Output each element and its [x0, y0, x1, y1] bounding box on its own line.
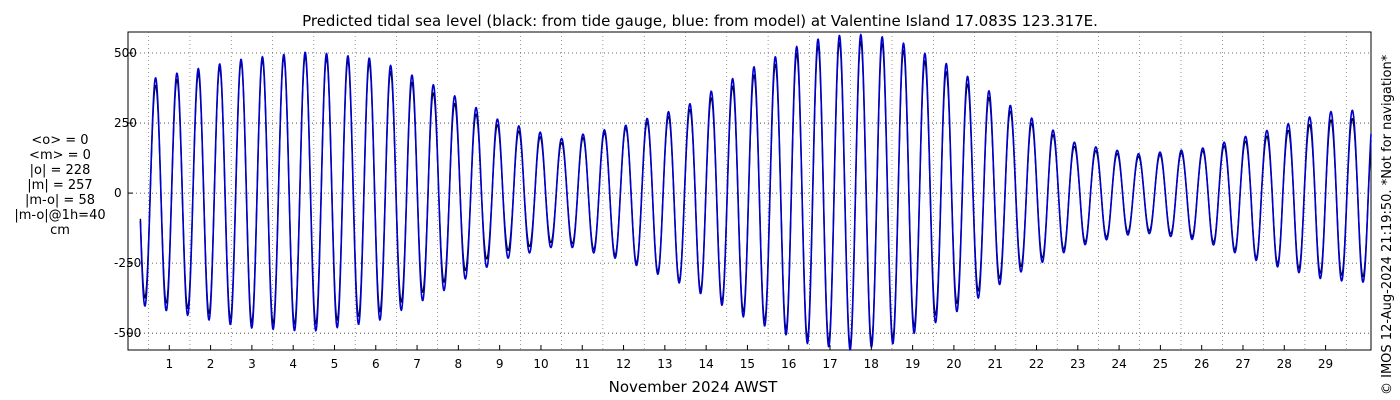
- series-line-model: [139, 33, 1372, 351]
- x-tick-label: 9: [496, 357, 504, 371]
- x-axis-label: November 2024 AWST: [609, 378, 779, 396]
- x-tick-label: 17: [822, 357, 837, 371]
- y-tick-label: 250: [114, 116, 137, 130]
- x-tick-label: 14: [698, 357, 713, 371]
- x-tick-label: 12: [616, 357, 631, 371]
- x-tick-label: 21: [988, 357, 1003, 371]
- stat-mean-model: <m> = 0: [29, 148, 91, 163]
- x-tick-label: 10: [533, 357, 548, 371]
- x-tick-label: 1: [165, 357, 173, 371]
- x-tick-label: 16: [781, 357, 796, 371]
- copyright-note: © IMOS 12-Aug-2024 21:19:50. *Not for na…: [1380, 54, 1395, 395]
- x-tick-label: 4: [289, 357, 297, 371]
- x-tick-label: 29: [1318, 357, 1333, 371]
- x-tick-label: 11: [575, 357, 590, 371]
- x-tick-label: 20: [946, 357, 961, 371]
- stat-abs-diff-1h: |m-o|@1h=40: [14, 208, 106, 223]
- x-tick-label: 3: [248, 357, 256, 371]
- series-layer: [139, 33, 1372, 351]
- stat-abs-diff: |m-o| = 58: [24, 193, 95, 208]
- y-tick-label: -250: [114, 256, 141, 270]
- statistics-panel: <o> = 0 <m> = 0 |o| = 228 |m| = 257 |m-o…: [2, 133, 118, 238]
- stat-mean-obs: <o> = 0: [31, 133, 89, 148]
- x-tick-label: 8: [455, 357, 463, 371]
- x-tick-label: 19: [905, 357, 920, 371]
- x-tick-label: 23: [1070, 357, 1085, 371]
- grid: [128, 32, 1371, 350]
- x-tick-label: 27: [1235, 357, 1250, 371]
- x-tick-label: 24: [1111, 357, 1126, 371]
- y-tick-label: -500: [114, 326, 141, 340]
- y-axis-ticks: 500 250 0 -250 -500: [114, 46, 141, 340]
- x-tick-label: 5: [331, 357, 339, 371]
- x-axis-ticks: 1 2 3 4 5 6 7 8 9 10 11 12 13 14 15 16 17 18 19 20 21 22 23 24 2…: [165, 345, 1333, 371]
- y-tick-label: 500: [114, 46, 137, 60]
- x-tick-label: 22: [1029, 357, 1044, 371]
- x-tick-label: 18: [864, 357, 879, 371]
- x-tick-label: 7: [413, 357, 421, 371]
- x-tick-label: 13: [657, 357, 672, 371]
- stat-abs-model: |m| = 257: [27, 178, 93, 193]
- x-tick-label: 28: [1277, 357, 1292, 371]
- x-tick-label: 26: [1194, 357, 1209, 371]
- x-tick-label: 6: [372, 357, 380, 371]
- x-tick-label: 15: [740, 357, 755, 371]
- x-tick-label: 2: [207, 357, 215, 371]
- x-tick-label: 25: [1153, 357, 1168, 371]
- y-tick-label: 0: [114, 186, 122, 200]
- stat-unit: cm: [50, 223, 70, 238]
- chart-title: Predicted tidal sea level (black: from t…: [302, 12, 1098, 30]
- stat-abs-obs: |o| = 228: [29, 163, 91, 178]
